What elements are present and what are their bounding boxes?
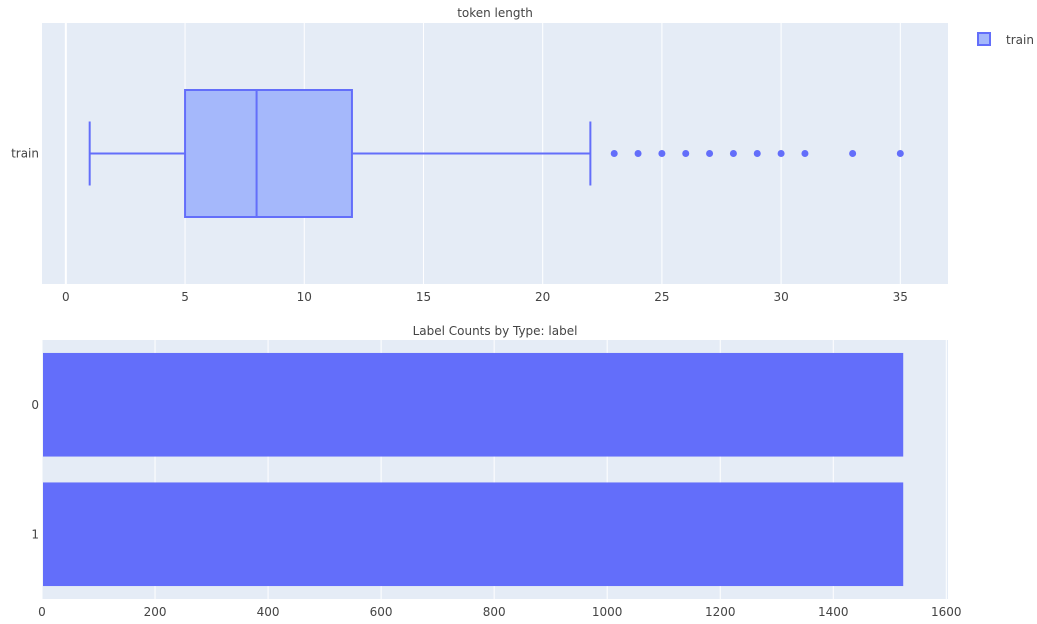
legend[interactable]: train [977, 32, 1034, 47]
bar-1[interactable] [43, 482, 904, 587]
x-tick-label: 15 [416, 290, 431, 304]
category-label-train: train [11, 147, 39, 161]
x-tick-label: 25 [654, 290, 669, 304]
box-plot-title: token length [457, 6, 533, 20]
bar-category-labels: 01 [31, 398, 39, 542]
bar-marks [43, 352, 904, 587]
x-tick-label: 600 [370, 605, 393, 619]
box-plot-marks [88, 89, 904, 218]
outlier-point[interactable] [610, 150, 618, 157]
outlier-point[interactable] [634, 150, 642, 157]
outlier-point[interactable] [777, 150, 785, 157]
x-tick-label: 35 [893, 290, 908, 304]
x-tick-label: 20 [535, 290, 550, 304]
box-iqr[interactable] [184, 89, 353, 218]
bar-chart-title: Label Counts by Type: label [413, 324, 578, 338]
x-tick-label: 1000 [592, 605, 623, 619]
x-tick-label: 0 [62, 290, 70, 304]
x-tick-label: 5 [181, 290, 189, 304]
legend-label-train[interactable]: train [1006, 33, 1034, 47]
x-tick-label: 1400 [818, 605, 849, 619]
category-label-0: 0 [31, 398, 39, 412]
outlier-point[interactable] [658, 150, 666, 157]
box-plot-category-labels: train [11, 147, 39, 161]
bar-x-ticks: 0 200 400 600 800 1000 1200 1400 1600 [38, 605, 961, 619]
legend-swatch-train[interactable] [977, 32, 991, 46]
outlier-point[interactable] [801, 150, 809, 157]
x-tick-label: 1600 [931, 605, 962, 619]
x-tick-label: 200 [144, 605, 167, 619]
outlier-point[interactable] [849, 150, 857, 157]
x-tick-label: 1200 [705, 605, 736, 619]
category-label-1: 1 [31, 527, 39, 541]
bar-chart: 0 200 400 600 800 1000 1200 1400 1600 01 Label C… [31, 324, 961, 619]
x-tick-label: 800 [483, 605, 506, 619]
bar-0[interactable] [43, 352, 904, 457]
x-tick-label: 400 [257, 605, 280, 619]
box-plot-chart: 0 5 10 15 20 25 30 35 train token length [11, 6, 948, 304]
outlier-point[interactable] [706, 150, 714, 157]
outlier-point[interactable] [682, 150, 690, 157]
outlier-point[interactable] [753, 150, 761, 157]
x-tick-label: 30 [773, 290, 788, 304]
outlier-point[interactable] [896, 150, 904, 157]
outlier-point[interactable] [729, 150, 737, 157]
x-tick-label: 10 [297, 290, 312, 304]
box-plot-x-ticks: 0 5 10 15 20 25 30 35 [62, 290, 908, 304]
x-tick-label: 0 [38, 605, 46, 619]
